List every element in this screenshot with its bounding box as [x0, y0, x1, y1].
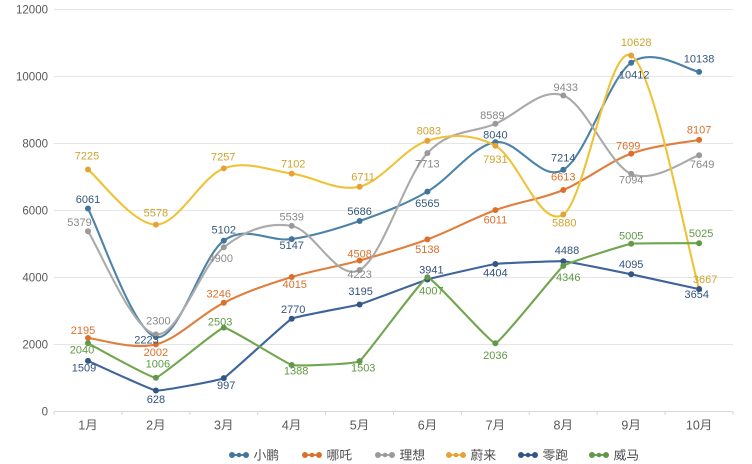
svg-text:6011: 6011 [484, 215, 508, 227]
svg-text:7214: 7214 [551, 153, 575, 165]
svg-text:8000: 8000 [22, 139, 48, 151]
svg-text:7102: 7102 [281, 159, 305, 171]
svg-text:5539: 5539 [279, 212, 303, 224]
svg-text:12000: 12000 [16, 5, 48, 17]
svg-text:1: 1 [78, 418, 85, 432]
svg-text:6711: 6711 [351, 171, 375, 183]
svg-text:5686: 5686 [347, 206, 371, 218]
svg-text:8589: 8589 [480, 110, 504, 122]
svg-text:4000: 4000 [22, 273, 48, 285]
svg-text:6565: 6565 [415, 198, 439, 210]
svg-text:0: 0 [42, 407, 48, 419]
svg-text:7713: 7713 [415, 159, 439, 171]
svg-text:2: 2 [146, 418, 153, 432]
svg-text:2036: 2036 [483, 350, 507, 362]
svg-text:3195: 3195 [348, 286, 372, 298]
svg-text:5005: 5005 [619, 230, 643, 242]
svg-text:4015: 4015 [282, 279, 306, 291]
svg-text:3654: 3654 [685, 289, 709, 301]
svg-text:2000: 2000 [22, 340, 48, 352]
svg-text:5025: 5025 [689, 228, 713, 240]
svg-text:5379: 5379 [67, 217, 91, 229]
svg-text:6: 6 [418, 418, 425, 432]
svg-text:9433: 9433 [554, 82, 578, 94]
svg-text:5: 5 [350, 418, 357, 432]
svg-text:4007: 4007 [419, 285, 443, 297]
svg-text:10: 10 [686, 418, 700, 432]
svg-text:7649: 7649 [690, 159, 714, 171]
svg-text:1509: 1509 [72, 362, 96, 374]
svg-text:5138: 5138 [415, 244, 439, 256]
svg-text:7094: 7094 [619, 174, 643, 186]
svg-text:4404: 4404 [483, 268, 507, 280]
svg-text:2040: 2040 [70, 345, 94, 357]
svg-text:8: 8 [554, 418, 561, 432]
svg-text:2223: 2223 [134, 334, 158, 346]
svg-text:4223: 4223 [347, 269, 371, 281]
svg-text:8083: 8083 [417, 126, 441, 138]
svg-text:4095: 4095 [619, 259, 643, 271]
svg-text:2002: 2002 [144, 347, 168, 359]
svg-text:6061: 6061 [76, 194, 100, 206]
svg-text:5880: 5880 [552, 217, 576, 229]
svg-text:2300: 2300 [146, 315, 170, 327]
svg-text:10000: 10000 [16, 72, 48, 84]
svg-text:7931: 7931 [483, 154, 507, 166]
svg-text:4: 4 [282, 418, 289, 432]
svg-text:4508: 4508 [347, 248, 371, 260]
svg-text:5147: 5147 [279, 240, 303, 252]
svg-text:7257: 7257 [211, 151, 235, 163]
svg-text:3941: 3941 [419, 265, 443, 277]
svg-text:1503: 1503 [351, 363, 375, 375]
svg-text:8040: 8040 [483, 130, 507, 142]
svg-text:4900: 4900 [209, 253, 233, 265]
svg-text:7699: 7699 [616, 141, 640, 153]
svg-text:3667: 3667 [693, 274, 717, 286]
svg-text:10628: 10628 [621, 37, 652, 49]
svg-text:4346: 4346 [556, 272, 580, 284]
svg-text:5102: 5102 [212, 225, 236, 237]
svg-text:9: 9 [621, 418, 628, 432]
svg-text:7225: 7225 [75, 150, 99, 162]
svg-text:2503: 2503 [208, 317, 232, 329]
svg-text:1006: 1006 [146, 358, 170, 370]
svg-text:8107: 8107 [687, 124, 711, 136]
svg-text:2195: 2195 [71, 325, 95, 337]
svg-text:6613: 6613 [551, 171, 575, 183]
svg-text:1388: 1388 [284, 365, 308, 377]
svg-text:628: 628 [147, 394, 165, 406]
svg-text:10412: 10412 [619, 70, 650, 82]
svg-text:3246: 3246 [207, 289, 231, 301]
svg-text:997: 997 [217, 380, 235, 392]
svg-text:3: 3 [214, 418, 221, 432]
svg-text:7: 7 [486, 418, 493, 432]
svg-text:4488: 4488 [555, 245, 579, 257]
svg-text:6000: 6000 [22, 206, 48, 218]
svg-text:2770: 2770 [281, 304, 305, 316]
svg-text:10138: 10138 [684, 53, 715, 65]
svg-text:5578: 5578 [144, 208, 168, 220]
